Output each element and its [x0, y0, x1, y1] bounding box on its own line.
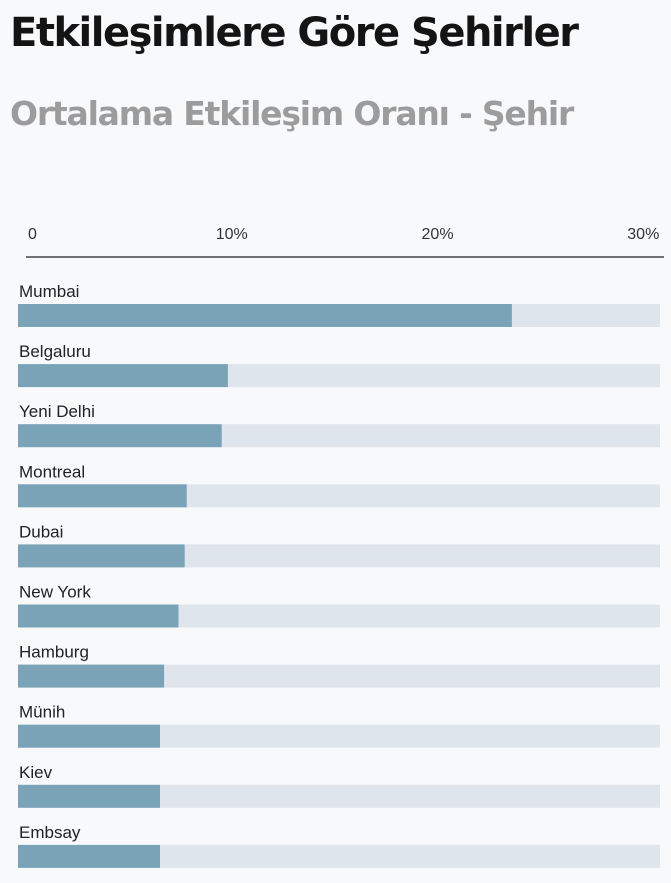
bar	[18, 784, 160, 808]
bar	[18, 724, 160, 748]
category-label: New York	[19, 583, 91, 602]
category-label: Kiev	[19, 763, 53, 782]
bar	[18, 844, 160, 868]
bar	[18, 424, 222, 448]
category-label: Embsay	[19, 823, 81, 842]
bar	[18, 604, 179, 628]
category-label: Hamburg	[19, 643, 89, 662]
bar-track	[18, 724, 660, 748]
category-label: Dubai	[19, 522, 63, 541]
bar	[18, 544, 185, 568]
bar-track	[18, 784, 660, 808]
category-label: Montreal	[19, 462, 85, 481]
category-label: Yeni Delhi	[19, 402, 95, 421]
x-tick-label: 10%	[216, 226, 248, 243]
bar	[18, 664, 165, 688]
x-tick-label: 20%	[422, 226, 454, 243]
x-tick-label: 30%	[627, 226, 659, 243]
bar-track	[18, 844, 660, 868]
chart-subtitle: Ortalama Etkileşim Oranı - Şehir	[10, 94, 574, 133]
bar-track	[18, 664, 660, 688]
category-label: Mumbai	[19, 282, 79, 301]
bar	[18, 484, 187, 508]
category-label: Belgaluru	[19, 342, 91, 361]
x-tick-label: 0	[28, 226, 37, 243]
category-label: Münih	[19, 703, 65, 722]
bar	[18, 304, 512, 327]
chart-title: Etkileşimlere Göre Şehirler	[10, 10, 579, 56]
bar	[18, 364, 228, 388]
